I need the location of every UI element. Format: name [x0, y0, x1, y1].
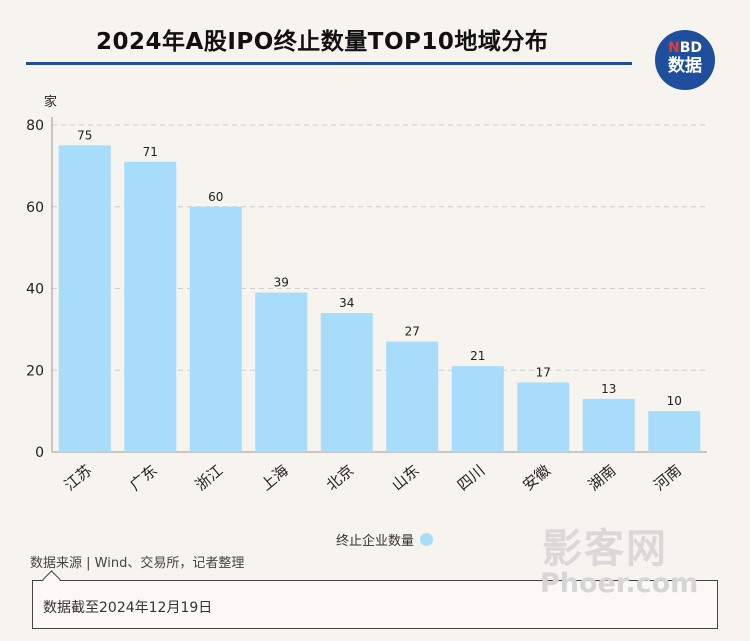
legend: 终止企业数量 [336, 530, 434, 549]
chart-title: 2024年A股IPO终止数量TOP10地域分布 [96, 29, 549, 55]
bar [255, 292, 308, 452]
y-tick-label: 20 [26, 363, 44, 379]
nbd-logo: NBD 数据 [655, 30, 715, 90]
x-tick-label: 四川 [454, 461, 489, 494]
note-box: 数据截至2024年12月19日 [32, 580, 718, 629]
x-tick-label: 江苏 [61, 461, 96, 494]
title-underline [26, 62, 632, 65]
logo-brand-prefix: N [667, 40, 680, 56]
bar [648, 411, 701, 452]
bar [189, 206, 242, 452]
bar [58, 145, 111, 452]
x-tick-label: 广东 [126, 461, 161, 494]
bar [320, 313, 373, 452]
data-label: 27 [405, 325, 420, 339]
watermark-en: Phoer.com [540, 568, 699, 599]
y-tick-label: 60 [26, 200, 44, 216]
bar [124, 161, 177, 452]
data-label: 10 [667, 394, 682, 408]
bar [386, 341, 439, 452]
x-tick-label: 上海 [257, 461, 292, 494]
data-label: 60 [208, 190, 223, 204]
data-label: 39 [274, 276, 289, 290]
x-tick-label: 山东 [388, 461, 423, 494]
y-axis-label: 家 [44, 94, 57, 110]
x-tick-label: 湖南 [585, 461, 620, 494]
x-tick-label: 安徽 [519, 461, 554, 494]
bar [517, 382, 570, 452]
data-label: 34 [339, 296, 354, 310]
watermark-cn: 影客网 [542, 526, 668, 572]
data-source: 数据来源 | Wind、交易所，记者整理 [30, 556, 245, 571]
x-tick-label: 浙江 [192, 461, 227, 494]
bar-chart: 家 0 20 40 60 80 75 江苏 71 广东 60 浙江 39 上海 34 北京 27 山东 21 四川 17… [26, 94, 707, 494]
y-tick-label: 40 [26, 282, 44, 298]
y-tick-label: 0 [35, 445, 44, 461]
data-label: 21 [470, 349, 485, 363]
bar [582, 398, 635, 452]
logo-brand: NBD [655, 40, 715, 56]
x-tick-label: 河南 [650, 461, 685, 494]
logo-sub: 数据 [668, 56, 702, 76]
legend-label: 终止企业数量 [336, 534, 415, 549]
data-label: 71 [143, 145, 158, 159]
x-tick-label: 北京 [323, 461, 358, 494]
logo-brand-rest: BD [679, 40, 702, 56]
data-label: 75 [77, 128, 92, 142]
data-label: 17 [536, 366, 551, 380]
data-label: 13 [601, 382, 616, 396]
data-cutoff-note: 数据截至2024年12月19日 [43, 600, 213, 616]
bar [451, 366, 504, 452]
legend-swatch [420, 533, 434, 546]
y-tick-label: 80 [26, 118, 44, 134]
